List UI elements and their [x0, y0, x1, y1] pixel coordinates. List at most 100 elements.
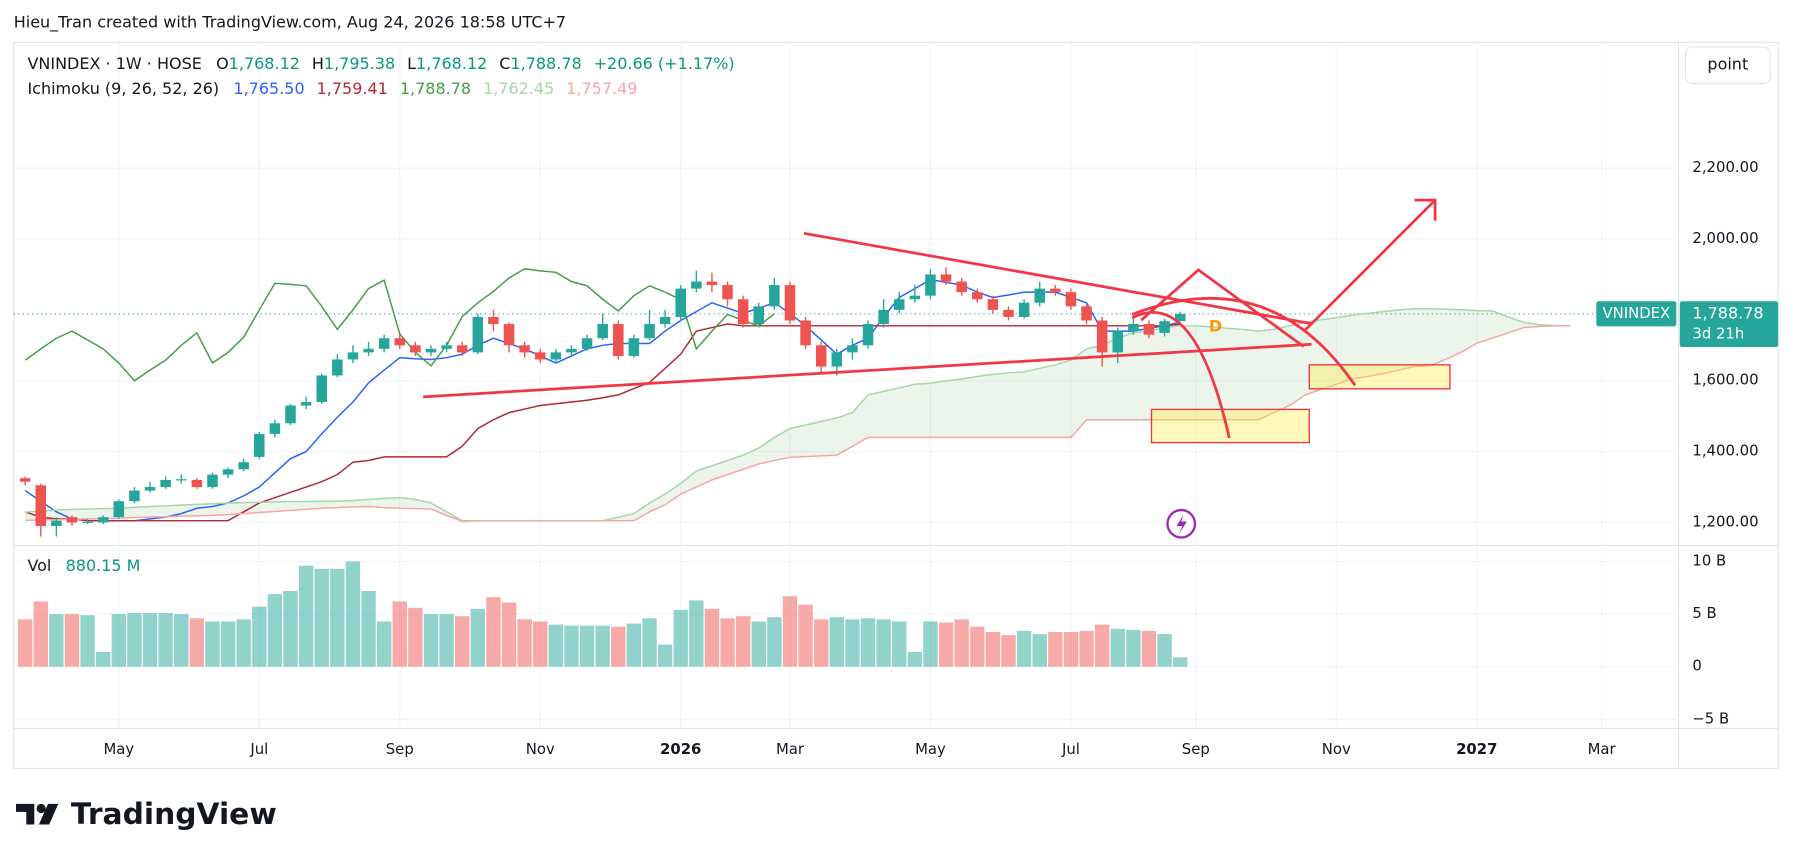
scale-button-label[interactable]: point	[1707, 55, 1748, 74]
event-icon[interactable]	[1166, 508, 1197, 539]
volume-bar	[330, 568, 345, 667]
chart-frame	[13, 41, 1779, 770]
y-tick-label: 2,200.00	[1692, 158, 1758, 176]
candle-body	[987, 299, 999, 310]
candle-body	[831, 352, 843, 367]
volume-bar	[314, 568, 329, 667]
volume-bar	[517, 619, 532, 667]
candle-body	[847, 345, 858, 353]
volume-bar	[798, 604, 813, 667]
x-tick-label: May	[915, 740, 946, 758]
tag-name: VNINDEX	[1602, 304, 1670, 322]
candle-body	[753, 306, 765, 325]
candle-body	[706, 281, 718, 286]
volume-bar	[611, 626, 626, 667]
volume-bar	[1094, 624, 1110, 667]
candle-body	[644, 324, 655, 339]
volume-bar	[595, 625, 610, 667]
candle-body	[566, 348, 577, 353]
volume-bar	[954, 619, 969, 667]
tag-countdown: 3d 21h	[1692, 324, 1744, 342]
volume-bar	[64, 614, 80, 667]
candle-body	[956, 281, 967, 293]
volume-bar	[564, 625, 579, 667]
ohlc-key: L	[407, 54, 416, 73]
candle-body	[784, 285, 796, 321]
volume-bar	[1048, 631, 1063, 667]
candle-body	[1159, 321, 1170, 333]
volume-bar	[1141, 630, 1157, 667]
ohlc-key: H	[312, 54, 324, 73]
ohlc-value: 1,768.12	[229, 54, 300, 73]
volume-bar	[283, 590, 298, 667]
volume-bar	[486, 597, 501, 667]
scale-button[interactable]: point	[1684, 46, 1771, 85]
ohlc-key: O	[216, 54, 229, 73]
symbol-legend: VNINDEX · 1W · HOSE O1,768.12 H1,795.38 …	[27, 54, 734, 73]
volume-bar	[158, 613, 173, 667]
indicator-line	[24, 278, 1181, 522]
candle-body	[691, 281, 702, 289]
volume-bar	[80, 615, 95, 667]
x-tick-label: May	[103, 740, 134, 758]
volume-bar	[860, 618, 876, 667]
candle-body	[815, 345, 827, 367]
volume-bar	[127, 613, 142, 667]
curve-drawing	[1131, 296, 1357, 387]
candle-body	[1050, 288, 1061, 293]
axes: May Jul Sep Nov 2026 Mar May Jul Sep Nov 2027 Mar 1,…	[103, 158, 1758, 758]
brand-name: TradingView	[71, 797, 277, 832]
volume-bar	[970, 626, 985, 667]
target-zone	[1308, 364, 1451, 390]
data-layer	[17, 267, 1571, 667]
candle-body	[51, 520, 62, 527]
candle-body	[940, 274, 952, 282]
volume-bar	[220, 621, 236, 667]
candle-body	[925, 274, 936, 296]
volume-bar	[33, 601, 48, 667]
volume-bar	[1063, 631, 1079, 667]
y-tick-label: 1,600.00	[1692, 371, 1758, 389]
volume-value: 880.15 M	[66, 556, 141, 575]
volume-bar	[17, 619, 33, 667]
x-tick-label: 2027	[1456, 740, 1497, 758]
candle-body	[35, 485, 47, 527]
volume-bar	[95, 651, 111, 667]
volume-bar	[1032, 634, 1047, 667]
volume-bar	[142, 613, 158, 667]
candle-body	[534, 352, 546, 360]
volume-bar	[298, 565, 314, 667]
candle-body	[144, 487, 156, 491]
indicator-value: 1,757.49	[566, 79, 637, 98]
volume-bar	[985, 631, 1001, 667]
candle-body	[628, 338, 640, 356]
x-tick-label: Nov	[526, 740, 555, 758]
candle-body	[378, 338, 390, 349]
volume-bar	[345, 561, 361, 667]
volume-bar	[813, 619, 829, 667]
candle-body	[269, 423, 281, 434]
scale-button-box[interactable]	[1684, 46, 1771, 85]
brand-logo	[38, 803, 59, 825]
curve-drawing	[1131, 311, 1231, 439]
volume-bar	[876, 619, 891, 667]
volume-bar	[579, 625, 595, 667]
volume-bar	[252, 606, 267, 667]
tag-price: 1,788.78	[1692, 303, 1763, 322]
volume-bar	[470, 608, 486, 667]
candle-body	[550, 352, 562, 360]
change: +20.66 (+1.17%)	[594, 54, 735, 73]
volume-bar	[423, 614, 439, 667]
volume-bar	[923, 621, 938, 667]
dividend-marker[interactable]: D	[1209, 317, 1222, 336]
volume-bar	[533, 621, 548, 667]
arrow-head	[1414, 198, 1437, 221]
candle-body	[238, 462, 249, 470]
candle-body	[175, 479, 187, 481]
volume-bar	[907, 651, 923, 667]
candle-body	[1112, 331, 1124, 353]
candle-body	[254, 433, 265, 457]
credit: Hieu_Tran created with TradingView.com, …	[14, 12, 566, 32]
candle-body	[488, 316, 499, 325]
